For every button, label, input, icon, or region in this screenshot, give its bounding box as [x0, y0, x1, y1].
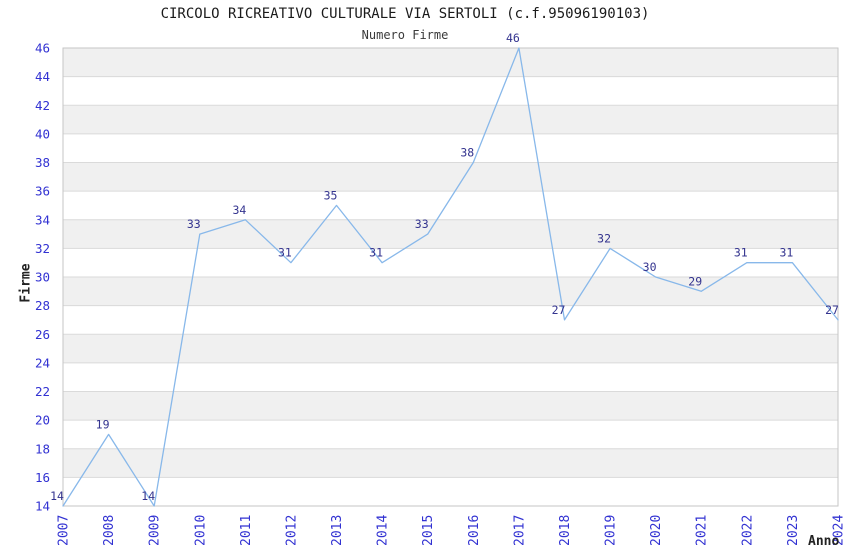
- data-line: [62, 47, 839, 507]
- point-label: 31: [369, 246, 383, 260]
- y-axis-title: Firme: [18, 263, 34, 303]
- plot-band: [63, 219, 838, 249]
- y-tick-label: 20: [35, 413, 50, 428]
- x-tick-label: 2010: [193, 515, 208, 546]
- chart-title: CIRCOLO RICREATIVO CULTURALE VIA SERTOLI…: [160, 6, 650, 22]
- x-tick-label: 2012: [284, 515, 299, 546]
- chart-subtitle: Numero Firme: [361, 28, 449, 42]
- y-tick-label: 40: [35, 126, 50, 141]
- x-tick-label: 2013: [330, 515, 345, 546]
- point-label: 19: [96, 417, 110, 431]
- x-tick-label: 2019: [604, 515, 619, 546]
- point-label: 35: [324, 188, 338, 202]
- plot-band: [63, 334, 838, 363]
- plot-border: [62, 47, 839, 507]
- x-tick-label: 2021: [695, 515, 710, 546]
- x-tick-label: 2020: [649, 515, 664, 546]
- y-tick-label: 26: [35, 327, 50, 342]
- x-tick-label: 2011: [239, 515, 254, 546]
- plot-band: [63, 391, 838, 421]
- x-tick-label: 2015: [421, 515, 436, 546]
- y-tick-label: 28: [35, 298, 50, 313]
- point-label: 31: [278, 246, 292, 260]
- x-tick-label: 2017: [512, 515, 527, 546]
- y-tick-label: 16: [35, 470, 50, 485]
- plot-band: [63, 105, 838, 134]
- y-tick-label: 36: [35, 184, 50, 199]
- x-tick-label: 2023: [786, 515, 801, 546]
- x-tick-label: 2008: [102, 515, 117, 546]
- point-label: 31: [734, 246, 748, 260]
- plot-band: [63, 48, 838, 77]
- y-tick-label: 34: [35, 212, 50, 227]
- y-tick-label: 30: [35, 270, 50, 285]
- point-label: 14: [141, 489, 155, 503]
- y-tick-label: 32: [35, 241, 50, 256]
- point-label: 46: [506, 31, 520, 45]
- x-tick-label: 2024: [832, 515, 847, 546]
- y-tick-label: 44: [35, 69, 50, 84]
- x-tick-label: 2009: [148, 515, 163, 546]
- point-label: 27: [825, 303, 839, 317]
- plot-band: [63, 162, 838, 192]
- point-label: 14: [50, 489, 64, 503]
- point-label: 32: [597, 231, 611, 245]
- x-tick-label: 2018: [558, 515, 573, 546]
- point-label: 31: [779, 246, 793, 260]
- point-label: 33: [187, 217, 201, 231]
- plot-band: [63, 448, 838, 478]
- x-tick-label: 2016: [467, 515, 482, 546]
- y-tick-label: 38: [35, 155, 50, 170]
- point-label: 27: [552, 303, 566, 317]
- point-label: 33: [415, 217, 429, 231]
- x-tick-label: 2014: [376, 515, 391, 546]
- point-label: 34: [232, 203, 246, 217]
- point-label: 38: [460, 146, 474, 160]
- point-label: 29: [688, 274, 702, 288]
- y-tick-label: 24: [35, 355, 50, 370]
- x-tick-label: 2022: [740, 515, 755, 546]
- plot-band: [63, 277, 838, 306]
- y-tick-label: 22: [35, 384, 50, 399]
- y-tick-label: 46: [35, 41, 50, 56]
- point-label: 30: [643, 260, 657, 274]
- y-tick-label: 42: [35, 98, 50, 113]
- x-tick-label: 2007: [57, 515, 72, 546]
- y-tick-label: 18: [35, 441, 50, 456]
- y-tick-label: 14: [35, 499, 50, 514]
- x-axis-title: Anno: [808, 534, 840, 549]
